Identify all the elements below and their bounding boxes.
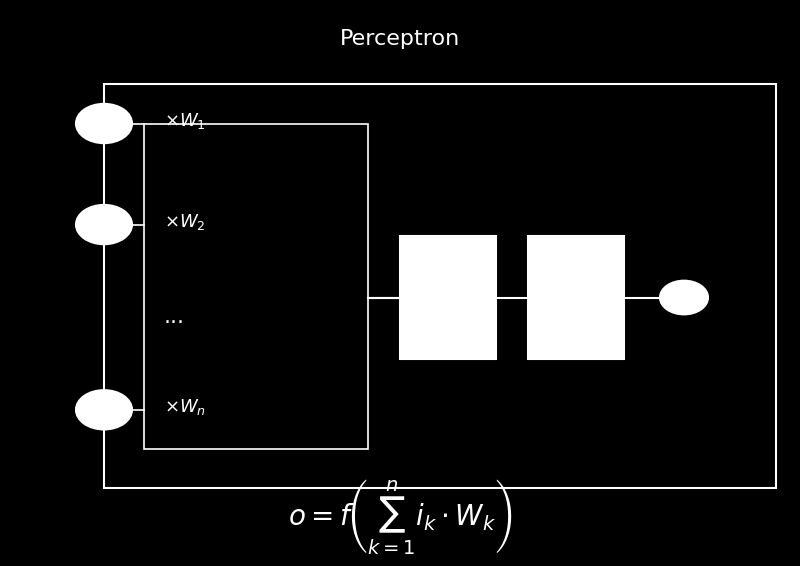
Text: $\times W_1$: $\times W_1$ (164, 111, 206, 131)
Text: $o = f\left(\sum_{k=1}^{n} i_k \cdot W_k\right)$: $o = f\left(\sum_{k=1}^{n} i_k \cdot W_k… (288, 477, 512, 556)
Bar (400, 236, 496, 359)
Circle shape (660, 281, 708, 314)
Text: $\times W_2$: $\times W_2$ (164, 212, 206, 231)
Circle shape (76, 390, 132, 430)
Text: Perceptron: Perceptron (340, 29, 460, 49)
Bar (144, 123, 368, 449)
Circle shape (76, 205, 132, 244)
Circle shape (76, 104, 132, 143)
Bar (528, 236, 624, 359)
Bar (104, 84, 776, 488)
Text: ...: ... (164, 307, 185, 327)
Text: $\times W_n$: $\times W_n$ (164, 397, 206, 417)
